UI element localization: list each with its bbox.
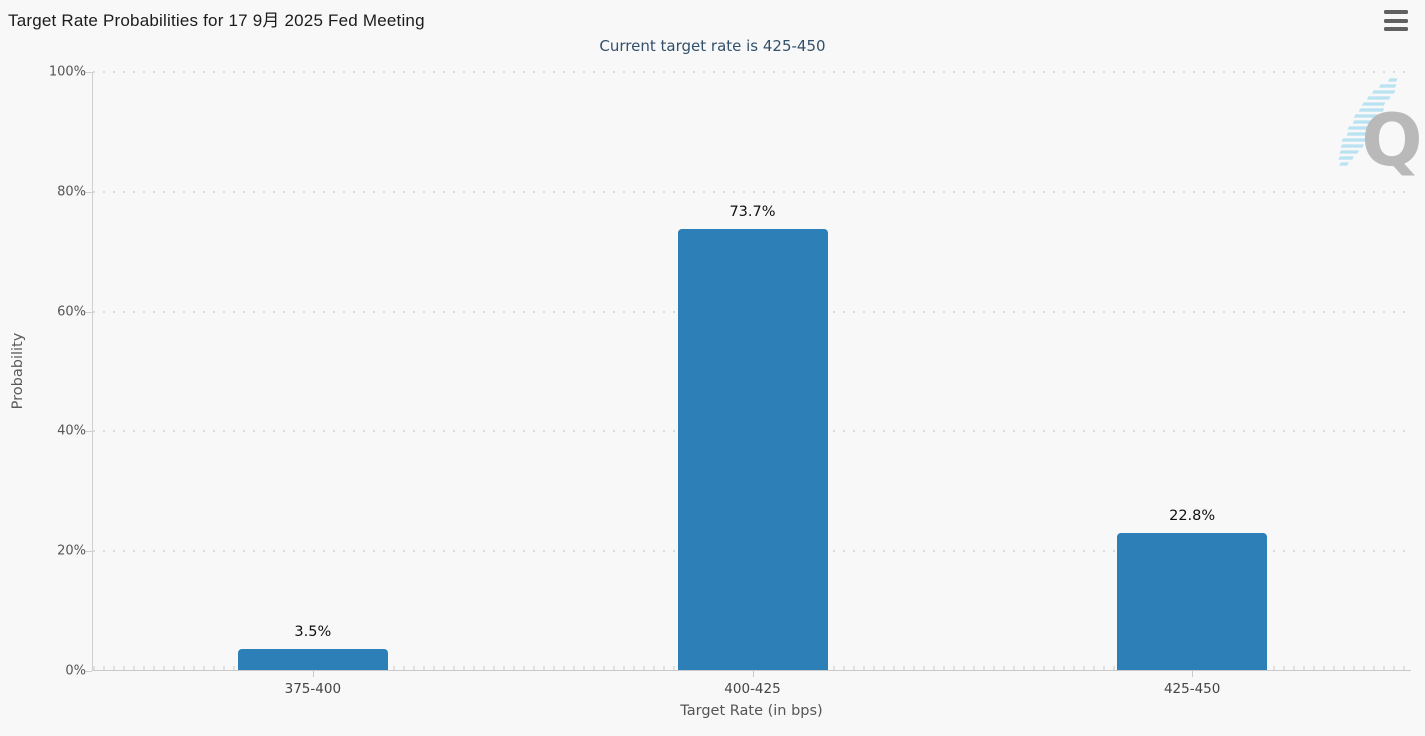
y-tick: [85, 551, 92, 553]
y-tick-label: 60%: [57, 304, 86, 320]
x-tick: [312, 670, 314, 677]
bar-375-400[interactable]: [237, 649, 388, 670]
x-axis-title: Target Rate (in bps): [680, 703, 823, 719]
y-tick-label: 0%: [65, 663, 86, 679]
x-category-label: 375-400: [284, 681, 342, 697]
bar-value-label: 73.7%: [729, 203, 776, 220]
y-tick-label: 40%: [57, 423, 86, 439]
y-tick-label: 20%: [57, 543, 86, 559]
bar-400-425[interactable]: [677, 228, 828, 670]
plot-area: 0% 20% 40% 60% 80% 100% 3.5% 375-400 73.7% 400-42…: [49, 65, 1411, 697]
y-tick: [85, 431, 92, 433]
y-axis-title: Probability: [10, 332, 26, 410]
x-category-label: 400-425: [724, 681, 781, 697]
x-tick: [1192, 670, 1194, 677]
hamburger-icon[interactable]: [1384, 10, 1408, 31]
chart-subtitle: Current target rate is 425-450: [599, 37, 826, 55]
chart-title: Target Rate Probabilities for 17 9月 2025…: [8, 11, 425, 30]
y-tick-label: 100%: [48, 64, 86, 80]
y-tick: [85, 72, 92, 73]
bar-value-label: 22.8%: [1169, 508, 1216, 525]
gridline-100%: [93, 71, 1411, 73]
x-tick: [752, 670, 754, 677]
bar-425-450[interactable]: [1117, 533, 1268, 670]
y-tick-label: 80%: [57, 184, 86, 200]
y-tick: [85, 671, 92, 672]
gridline-80%: [93, 190, 1411, 193]
y-tick: [85, 311, 92, 313]
bar-value-label: 3.5%: [294, 624, 332, 641]
x-category-label: 425-450: [1163, 681, 1221, 697]
y-tick: [85, 191, 92, 193]
